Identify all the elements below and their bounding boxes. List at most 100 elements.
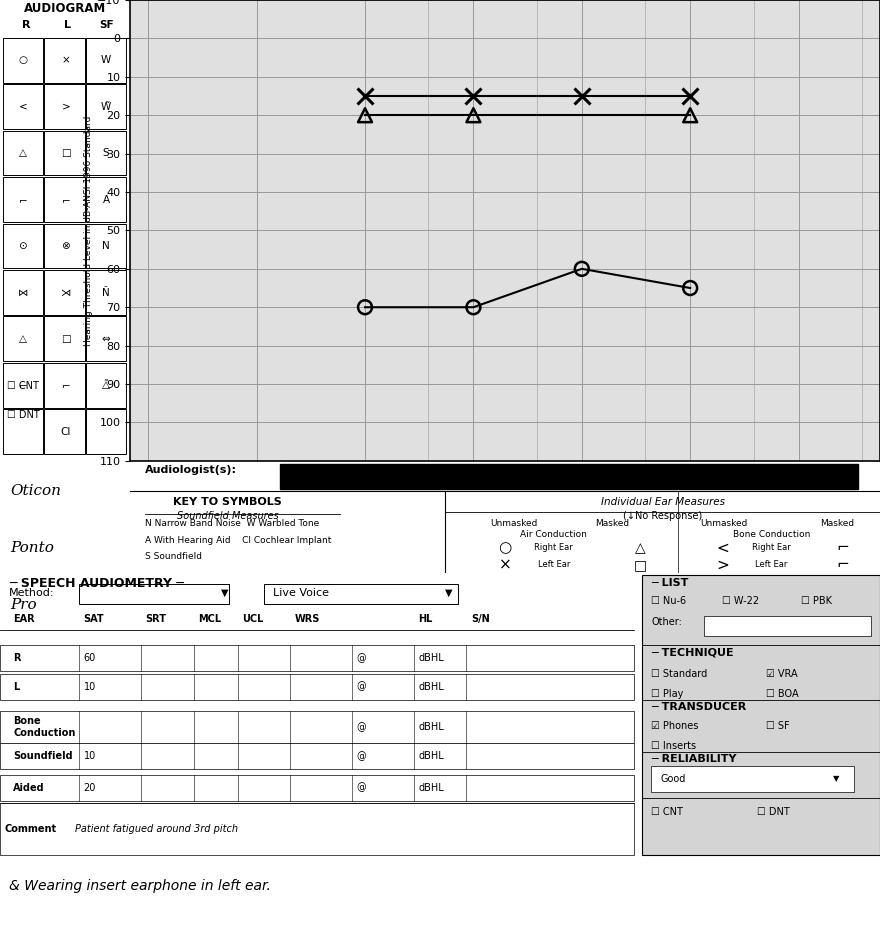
Point: [683, 108, 697, 123]
Text: ─ RELIABILITY: ─ RELIABILITY: [651, 754, 737, 764]
Bar: [3, 363, 43, 408]
Text: S Soundfield: S Soundfield: [145, 552, 202, 561]
Point: [358, 300, 372, 315]
Text: UCL: UCL: [242, 614, 263, 624]
Text: Other:: Other:: [651, 616, 682, 627]
Text: R: R: [13, 653, 21, 663]
Text: N Narrow Band Noise  W Warbled Tone: N Narrow Band Noise W Warbled Tone: [145, 519, 319, 528]
Text: Audiologist(s):: Audiologist(s):: [145, 466, 238, 476]
Text: Unmasked: Unmasked: [490, 519, 538, 528]
Text: ☐ Standard: ☐ Standard: [651, 668, 708, 679]
Text: R: R: [22, 20, 30, 30]
Text: ▼: ▼: [832, 775, 840, 783]
Bar: [704, 616, 871, 636]
Text: △̃: △̃: [102, 381, 110, 390]
Text: Masked: Masked: [595, 519, 629, 528]
Bar: [86, 223, 127, 268]
Text: S/N: S/N: [471, 614, 489, 624]
Text: MCL: MCL: [198, 614, 221, 624]
Text: Individual Ear Measures: Individual Ear Measures: [600, 496, 724, 506]
Text: A With Hearing Aid    CI Cochlear Implant: A With Hearing Aid CI Cochlear Implant: [145, 535, 332, 545]
Text: ─ TECHNIQUE: ─ TECHNIQUE: [651, 648, 734, 657]
Text: EAR: EAR: [13, 614, 35, 624]
Bar: [3, 177, 43, 222]
Bar: [0, 743, 634, 769]
Text: ☐ W-22: ☐ W-22: [722, 597, 759, 606]
Text: Aided: Aided: [13, 783, 45, 792]
Bar: [86, 410, 127, 454]
Text: N: N: [102, 241, 110, 251]
Text: ⋈: ⋈: [18, 288, 28, 298]
Text: □: □: [61, 334, 70, 344]
Text: ☐ CNT: ☐ CNT: [6, 382, 39, 391]
Bar: [44, 317, 84, 361]
Text: Soundfield: Soundfield: [13, 750, 73, 761]
Text: Live Voice: Live Voice: [273, 587, 329, 598]
Text: SF: SF: [99, 20, 114, 30]
Bar: [3, 130, 43, 175]
Bar: [86, 177, 127, 222]
Text: ☑ Phones: ☑ Phones: [651, 721, 699, 731]
Bar: [3, 38, 43, 83]
Bar: [86, 270, 127, 315]
Text: Patient fatigued around 3rd pitch: Patient fatigued around 3rd pitch: [75, 825, 238, 834]
Text: >: >: [716, 558, 729, 573]
Text: ⋊: ⋊: [61, 288, 71, 298]
Bar: [44, 410, 84, 454]
Point: [466, 108, 480, 123]
Bar: [86, 84, 127, 128]
Text: ⊗: ⊗: [62, 241, 70, 251]
Bar: [44, 177, 84, 222]
Text: Left Ear: Left Ear: [538, 560, 570, 569]
Text: W: W: [101, 56, 111, 65]
Text: dBHL: dBHL: [418, 653, 444, 663]
Text: 10: 10: [84, 750, 96, 761]
Text: @: @: [356, 681, 366, 692]
Text: dBHL: dBHL: [418, 783, 444, 792]
Text: <: <: [716, 541, 729, 556]
Text: △: △: [634, 541, 645, 555]
Text: L: L: [13, 681, 19, 692]
Text: ☐ Nu-6: ☐ Nu-6: [651, 597, 686, 606]
Text: Soundfield Measures: Soundfield Measures: [177, 511, 279, 521]
Bar: [0, 674, 634, 699]
Bar: [86, 38, 127, 83]
Text: ⌐: ⌐: [62, 195, 70, 205]
Text: ⌐: ⌐: [62, 381, 70, 390]
Text: KEY TO SYMBOLS: KEY TO SYMBOLS: [173, 496, 282, 506]
Text: ☐ PBK: ☐ PBK: [801, 597, 832, 606]
Point: [466, 300, 480, 315]
Text: @: @: [356, 783, 366, 792]
Text: □: □: [634, 558, 647, 572]
Text: ☐ DNT: ☐ DNT: [6, 410, 40, 420]
Text: ⌐: ⌐: [18, 195, 27, 205]
Text: ⌐: ⌐: [18, 381, 27, 390]
Text: ☐ BOA: ☐ BOA: [766, 689, 798, 699]
Bar: [3, 84, 43, 128]
Text: <: <: [18, 101, 27, 112]
Bar: [280, 465, 857, 489]
Text: dBHL: dBHL: [418, 681, 444, 692]
Text: ☐ Play: ☐ Play: [651, 689, 684, 699]
Bar: [44, 270, 84, 315]
Text: Bone Conduction: Bone Conduction: [732, 530, 810, 539]
Text: △: △: [18, 148, 26, 158]
Bar: [86, 317, 127, 361]
Text: dBHL: dBHL: [418, 750, 444, 761]
Text: ▼: ▼: [221, 587, 228, 598]
Text: & Wearing insert earphone in left ear.: & Wearing insert earphone in left ear.: [9, 879, 271, 893]
Text: Comment: Comment: [4, 825, 56, 834]
Bar: [86, 363, 127, 408]
Text: ─ LIST: ─ LIST: [651, 578, 688, 588]
Text: ⌐: ⌐: [836, 541, 849, 556]
Text: ×: ×: [499, 558, 511, 573]
Text: ─ TRANSDUCER: ─ TRANSDUCER: [651, 702, 746, 712]
Text: Right Ear: Right Ear: [534, 544, 573, 552]
Text: 60: 60: [84, 653, 96, 663]
Bar: [3, 223, 43, 268]
Bar: [0, 775, 634, 801]
Bar: [0, 644, 634, 670]
Text: 20: 20: [84, 783, 96, 792]
Text: @: @: [356, 722, 366, 732]
Bar: [44, 130, 84, 175]
